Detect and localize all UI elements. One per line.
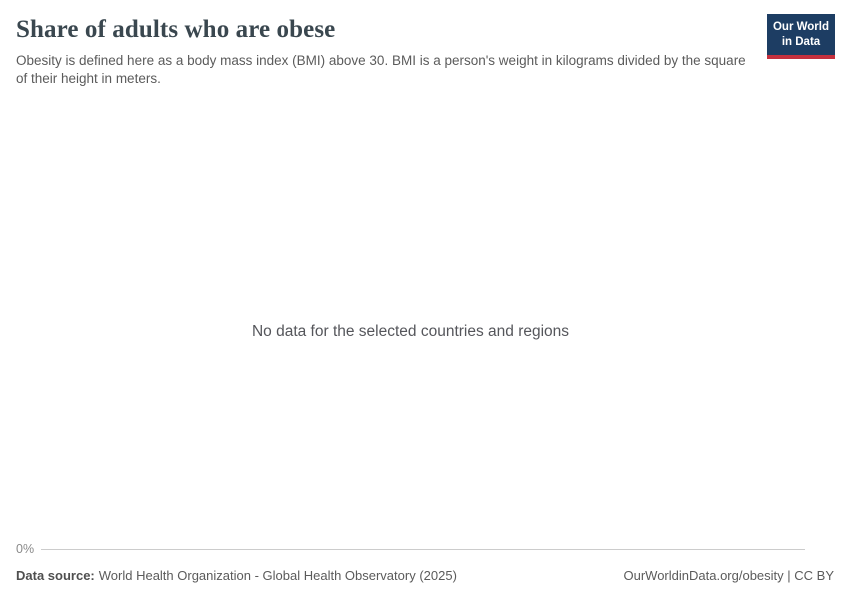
- x-axis: 0%: [16, 541, 805, 557]
- no-data-message: No data for the selected countries and r…: [251, 323, 570, 340]
- owid-logo[interactable]: Our World in Data: [767, 14, 835, 59]
- owid-logo-line1: Our World: [772, 21, 829, 33]
- owid-logo-line2: in Data: [781, 35, 821, 48]
- chart-footer: Data source: World Health Organization - …: [16, 568, 834, 583]
- plot-area: No data for the selected countries and r…: [16, 95, 805, 545]
- axis-tick-label-zero: 0%: [16, 542, 35, 556]
- chart-header: Share of adults who are obese Obesity is…: [16, 14, 835, 88]
- axis-baseline: [41, 548, 805, 550]
- data-source-line: Data source: World Health Organization - …: [16, 568, 457, 583]
- page-title: Share of adults who are obese: [16, 16, 336, 43]
- chart-subtitle: Obesity is defined here as a body mass i…: [16, 53, 746, 87]
- data-source-label: Data source:: [16, 568, 95, 583]
- data-source-text: World Health Organization - Global Healt…: [98, 568, 457, 583]
- license-link[interactable]: OurWorldinData.org/obesity | CC BY: [623, 568, 835, 583]
